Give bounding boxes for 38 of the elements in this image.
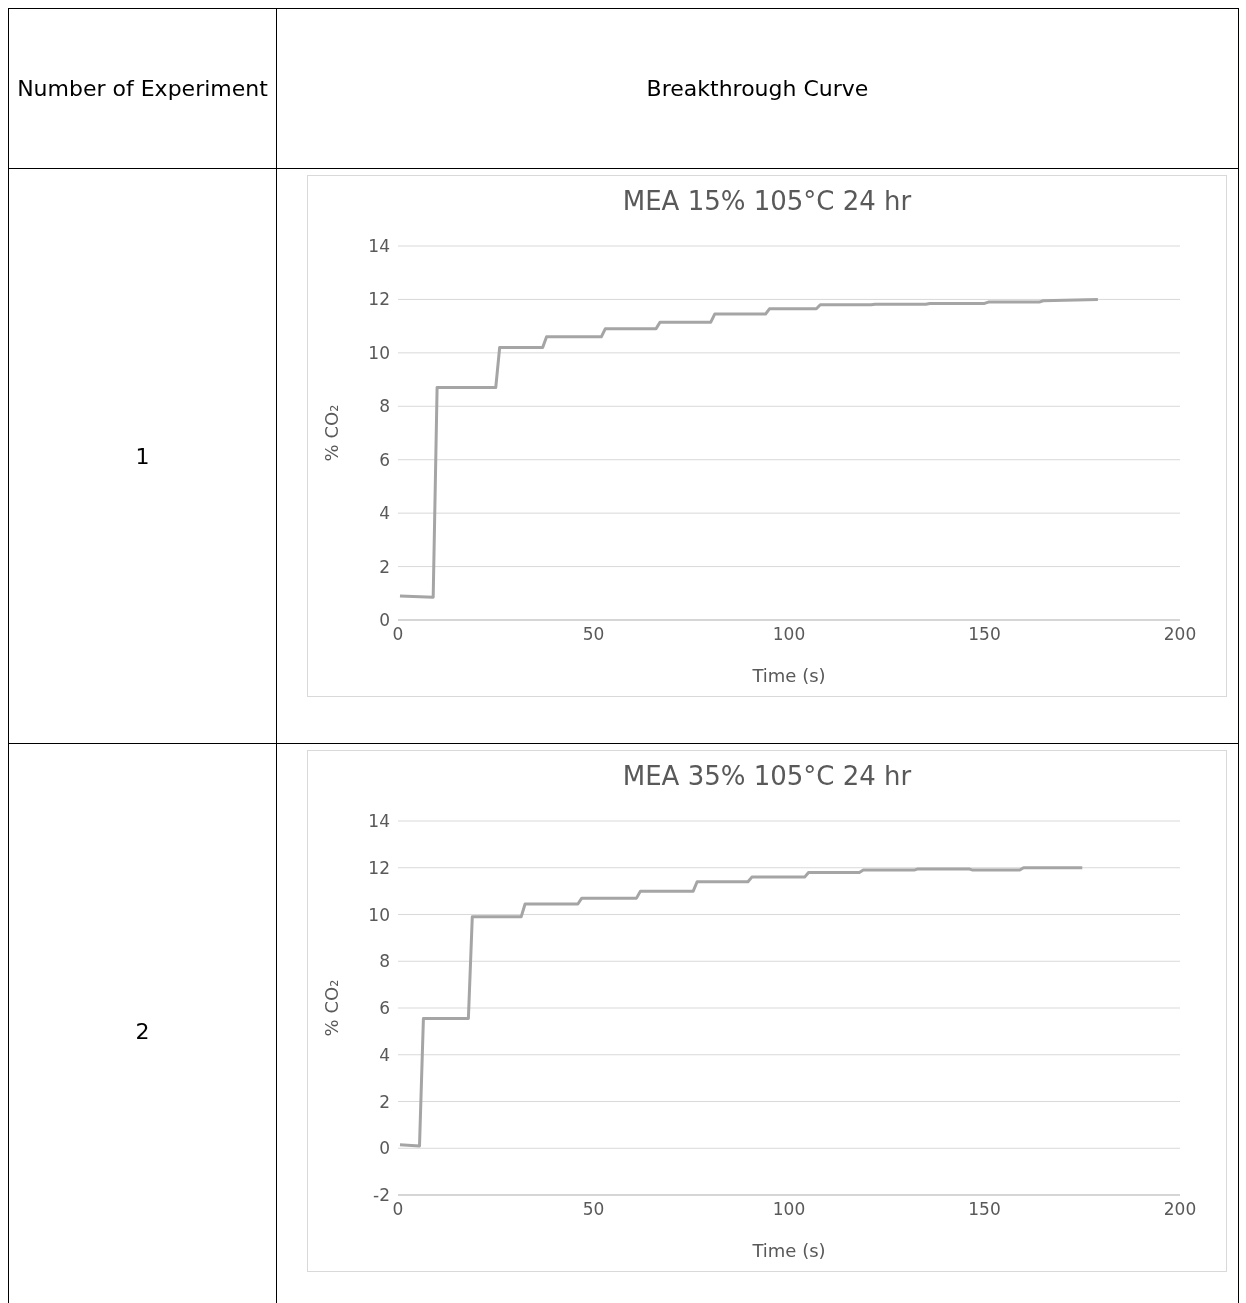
y-tick-label: 10: [368, 342, 390, 363]
x-tick-label: 50: [582, 1199, 605, 1220]
y-tick-label: 2: [379, 556, 390, 577]
x-axis-title: Time (s): [751, 665, 826, 686]
y-axis-title: % CO₂: [321, 404, 343, 462]
y-tick-label: 12: [368, 289, 390, 310]
y-tick-label: 12: [368, 857, 390, 878]
chart-title: MEA 15% 105°C 24 hr: [621, 186, 913, 218]
x-tick-label: 100: [772, 624, 806, 645]
y-tick-label: 14: [368, 811, 390, 832]
y-tick-label: 4: [379, 1044, 390, 1065]
y-tick-label: -2: [373, 1185, 390, 1206]
y-tick-label: 0: [379, 1138, 390, 1159]
y-tick-label: 4: [379, 503, 390, 524]
x-tick-label: 0: [392, 624, 404, 645]
x-tick-label: 50: [582, 624, 605, 645]
text: 1: [9, 169, 277, 744]
text: Number of Experiment: [9, 9, 277, 169]
y-tick-label: 0: [379, 610, 390, 631]
line-series: [398, 866, 1084, 1148]
x-tick-label: 100: [772, 1199, 806, 1220]
x-axis-title: Time (s): [751, 1240, 826, 1261]
line-series: [398, 297, 1100, 599]
chart-title: MEA 35% 105°C 24 hr: [621, 761, 913, 793]
y-tick-label: 14: [368, 236, 390, 257]
x-tick-label: 200: [1163, 624, 1197, 645]
y-tick-label: 8: [379, 396, 390, 417]
text: Breakthrough Curve: [277, 9, 1239, 169]
x-tick-label: 150: [968, 1199, 1001, 1220]
x-tick-label: 150: [968, 624, 1001, 645]
x-tick-label: 200: [1163, 1199, 1197, 1220]
y-tick-label: 8: [379, 951, 390, 972]
y-axis-title: % CO₂: [321, 979, 343, 1037]
x-tick-label: 0: [392, 1199, 404, 1220]
y-tick-label: 2: [379, 1091, 390, 1112]
y-tick-label: 6: [379, 998, 390, 1019]
y-tick-label: 10: [368, 904, 390, 925]
y-tick-label: 6: [379, 449, 390, 470]
